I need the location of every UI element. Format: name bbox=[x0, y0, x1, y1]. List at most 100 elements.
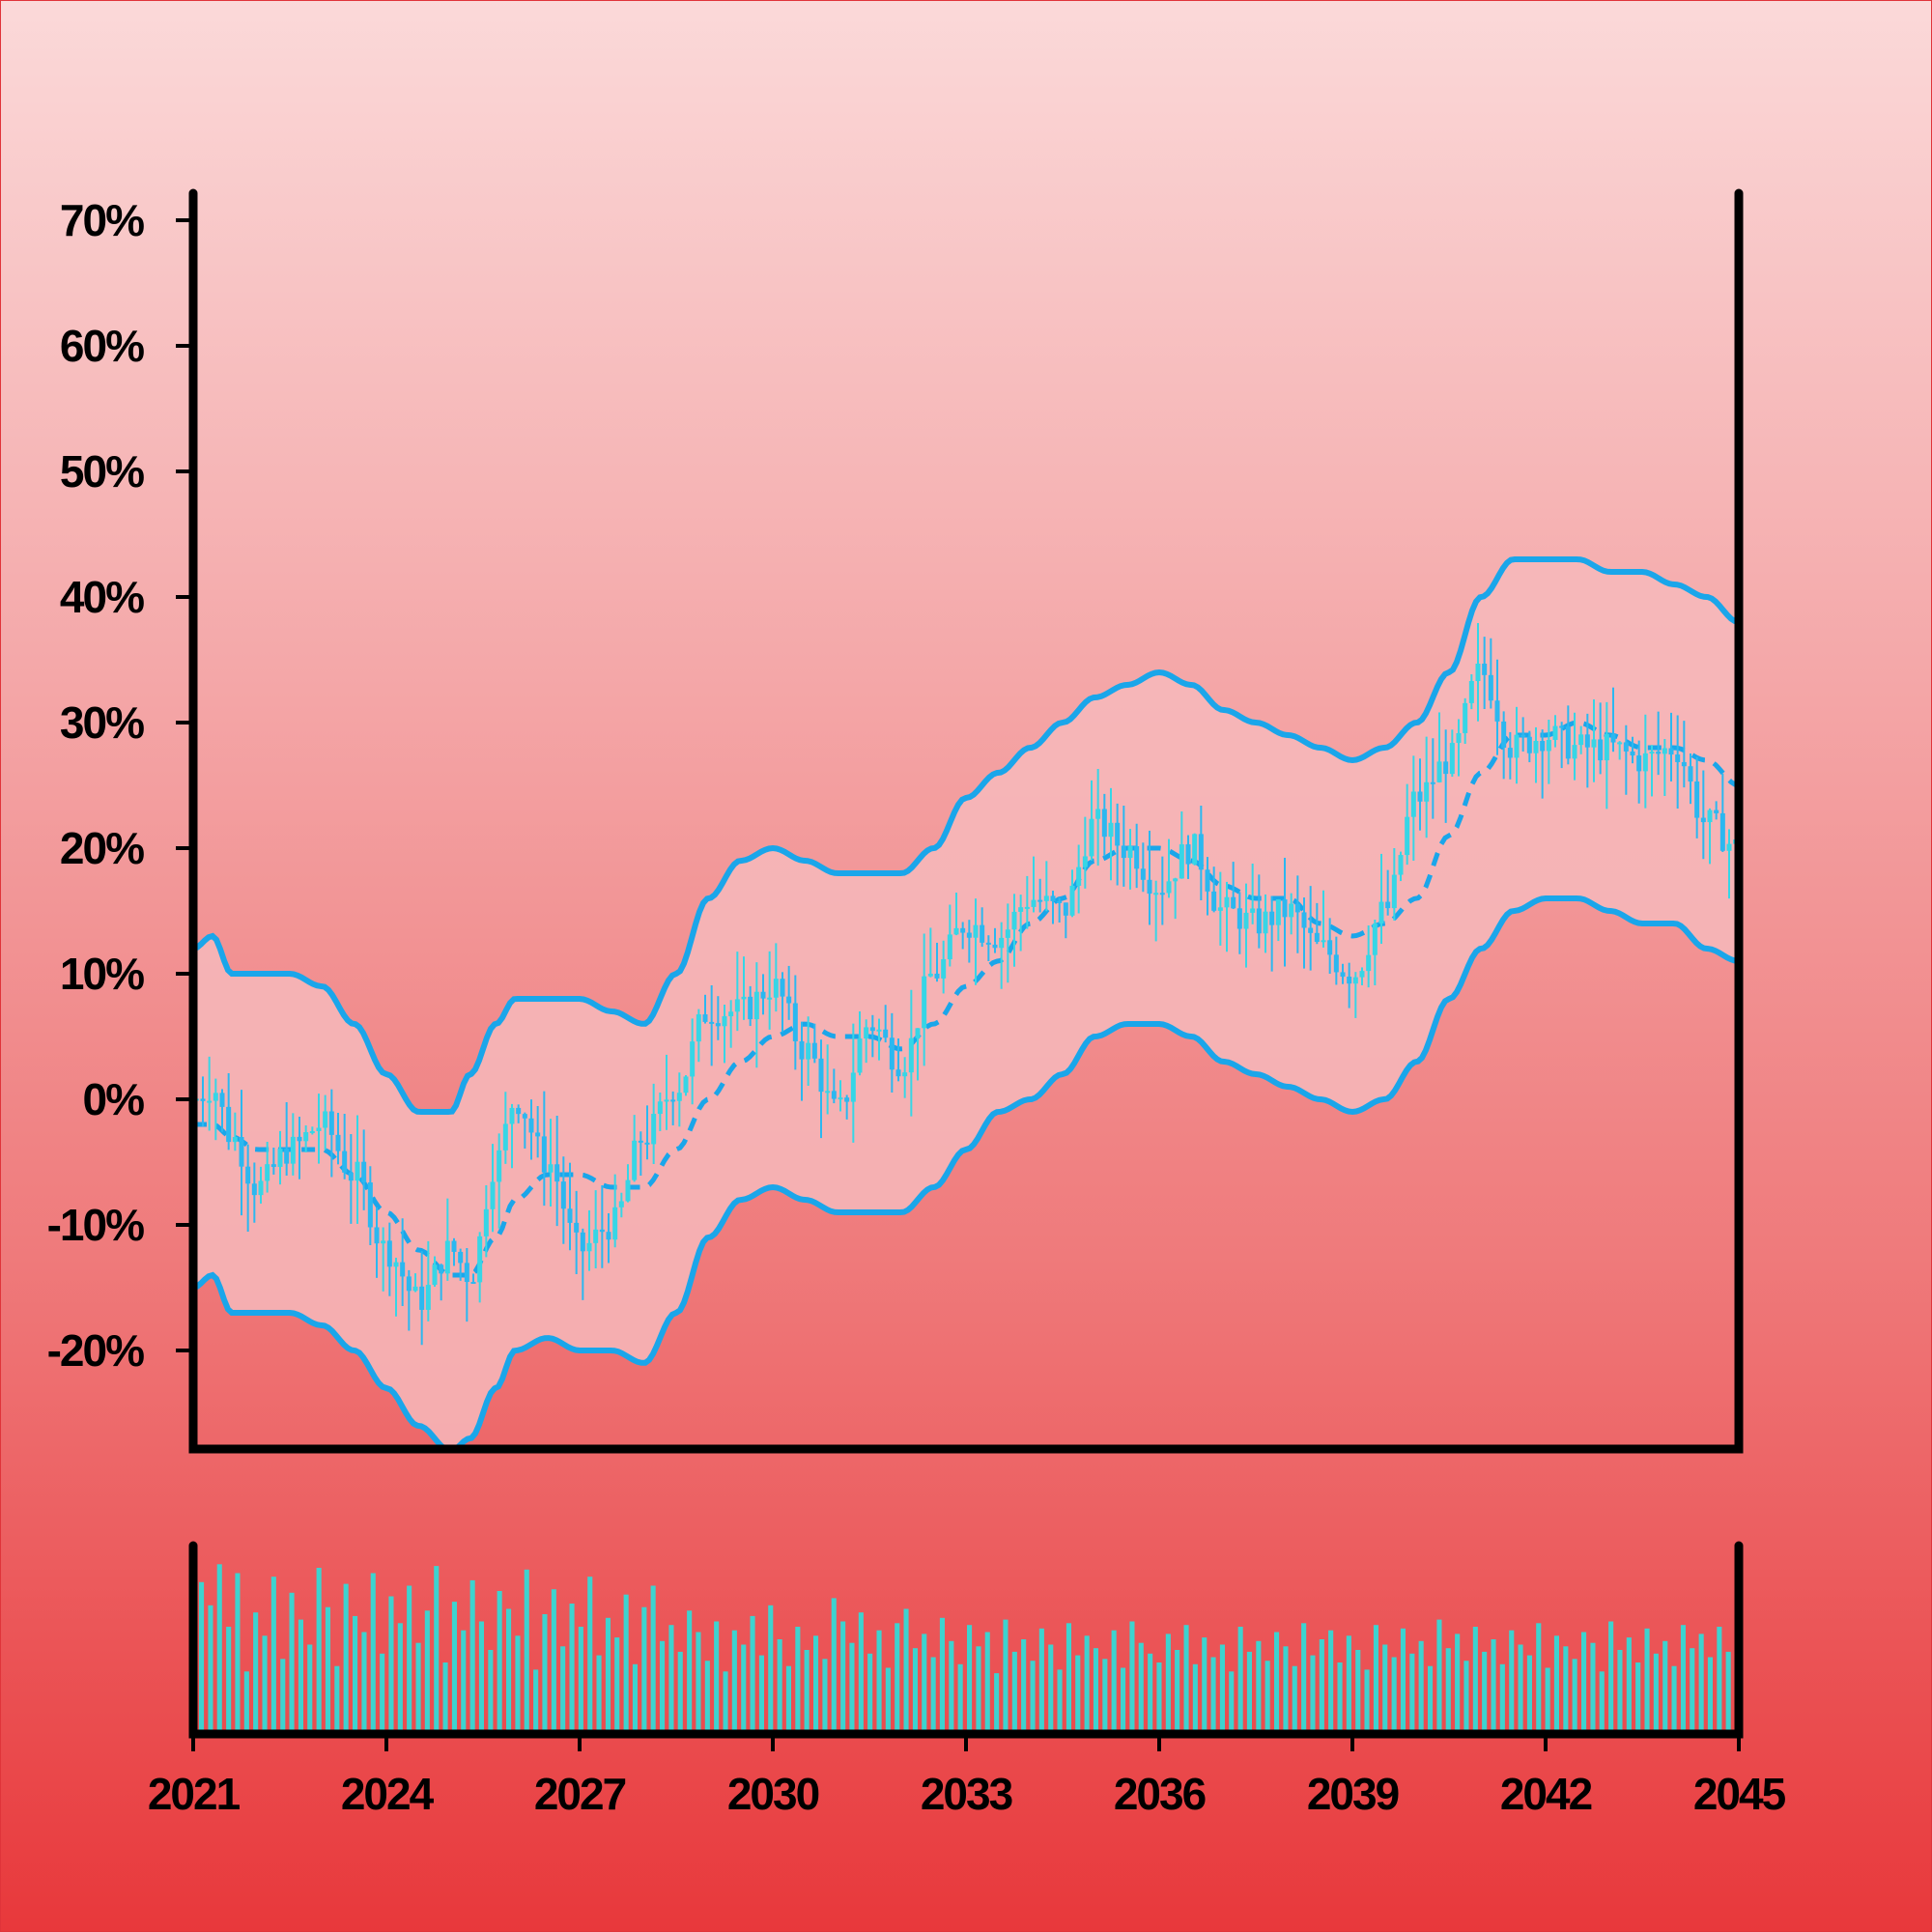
candle-body bbox=[1076, 867, 1082, 886]
candle-body bbox=[1405, 816, 1410, 856]
candle-body bbox=[1488, 674, 1493, 701]
candle-body bbox=[1321, 940, 1326, 943]
candle-body bbox=[1546, 739, 1551, 752]
volume-bar bbox=[353, 1615, 358, 1734]
candle-body bbox=[1494, 700, 1500, 722]
candle-body bbox=[985, 942, 991, 945]
candles-layer bbox=[193, 622, 1739, 1346]
volume-bar bbox=[867, 1653, 873, 1735]
volume-bar bbox=[469, 1579, 475, 1734]
candle-body bbox=[728, 1011, 734, 1017]
candle-body bbox=[1179, 844, 1184, 879]
candle-body bbox=[284, 1149, 290, 1164]
candle-body bbox=[1591, 739, 1597, 748]
volume-bar bbox=[1608, 1621, 1614, 1734]
candle-body bbox=[638, 1140, 643, 1143]
volume-bar bbox=[1599, 1671, 1605, 1735]
volume-bar bbox=[1355, 1650, 1361, 1734]
volume-bar bbox=[478, 1621, 484, 1734]
candle-body bbox=[1623, 742, 1629, 752]
volume-bar bbox=[895, 1623, 900, 1734]
candle-body bbox=[1140, 868, 1146, 880]
volume-bar bbox=[1165, 1634, 1171, 1734]
candle-body bbox=[734, 999, 740, 1012]
volume-bar bbox=[270, 1577, 276, 1734]
candle-body bbox=[1211, 891, 1217, 911]
candle-body bbox=[316, 1127, 322, 1131]
candle-body bbox=[953, 927, 959, 935]
candle-body bbox=[690, 1041, 696, 1077]
volume-bar bbox=[280, 1659, 286, 1734]
volume-bar bbox=[578, 1627, 583, 1734]
volume-bar bbox=[461, 1630, 467, 1734]
volume-bar bbox=[976, 1646, 981, 1734]
candle-body bbox=[586, 1242, 592, 1252]
candle-body bbox=[207, 1100, 213, 1103]
candle-body bbox=[657, 1101, 663, 1115]
volume-bar bbox=[1219, 1644, 1225, 1734]
volume-bar bbox=[1328, 1630, 1334, 1734]
candle-body bbox=[844, 1097, 850, 1102]
volume-bar bbox=[1183, 1625, 1189, 1734]
volume-bar bbox=[804, 1650, 810, 1734]
volume-bar bbox=[858, 1612, 864, 1734]
y-tick-label: 40% bbox=[60, 572, 144, 622]
volume-bar bbox=[1048, 1644, 1054, 1734]
candle-body bbox=[574, 1222, 580, 1233]
candle-body bbox=[348, 1172, 354, 1181]
volume-bar bbox=[1283, 1646, 1289, 1734]
candle-body bbox=[1649, 752, 1655, 754]
volume-bar bbox=[1246, 1651, 1252, 1734]
volume-bar bbox=[1472, 1627, 1478, 1734]
volume-bar bbox=[1536, 1623, 1542, 1734]
volume-bar bbox=[1526, 1655, 1532, 1734]
candle-body bbox=[1153, 893, 1159, 895]
volume-bar bbox=[1644, 1628, 1650, 1734]
volume-bar bbox=[1337, 1662, 1343, 1734]
candle-body bbox=[1366, 954, 1372, 972]
candle-body bbox=[1037, 899, 1043, 902]
candle-body bbox=[838, 1097, 843, 1100]
candle-body bbox=[1231, 896, 1236, 909]
volume-bar bbox=[1617, 1650, 1623, 1734]
candle-body bbox=[1031, 899, 1037, 907]
candle-body bbox=[1572, 745, 1577, 759]
candle-body bbox=[1662, 748, 1667, 754]
candle-body bbox=[857, 1038, 863, 1073]
candle-body bbox=[458, 1251, 464, 1264]
volume-bar bbox=[415, 1642, 421, 1735]
candle-body bbox=[548, 1164, 554, 1173]
candle-body bbox=[676, 1093, 682, 1101]
candle-body bbox=[1417, 791, 1423, 802]
candle-body bbox=[1243, 912, 1249, 929]
candle-body bbox=[1308, 927, 1314, 933]
candle-body bbox=[1173, 878, 1179, 882]
volume-bar bbox=[1400, 1628, 1406, 1734]
volume-bar bbox=[1102, 1659, 1108, 1734]
volume-bar bbox=[289, 1592, 295, 1734]
candle-body bbox=[1630, 751, 1635, 756]
candle-body bbox=[277, 1149, 283, 1167]
volume-bar bbox=[397, 1623, 403, 1734]
candle-body bbox=[786, 996, 792, 1004]
volume-bar bbox=[407, 1585, 412, 1734]
candle-body bbox=[1526, 736, 1532, 753]
candle-body bbox=[1436, 761, 1442, 782]
candle-body bbox=[554, 1164, 560, 1182]
candle-body bbox=[1269, 911, 1275, 925]
volume-bar bbox=[1725, 1651, 1731, 1734]
volume-bar bbox=[1065, 1623, 1071, 1734]
candle-body bbox=[1443, 761, 1449, 775]
candle-body bbox=[1642, 753, 1648, 772]
candle-body bbox=[1475, 664, 1481, 682]
candle-body bbox=[1024, 906, 1030, 909]
candle-body bbox=[889, 1037, 895, 1070]
candle-body bbox=[1063, 902, 1068, 916]
volume-bar bbox=[1229, 1671, 1235, 1735]
candle-body bbox=[1617, 742, 1623, 745]
volume-bar bbox=[777, 1639, 782, 1735]
volume-bar bbox=[876, 1630, 882, 1734]
volume-bar bbox=[1192, 1663, 1198, 1734]
volume-bar bbox=[596, 1655, 602, 1734]
